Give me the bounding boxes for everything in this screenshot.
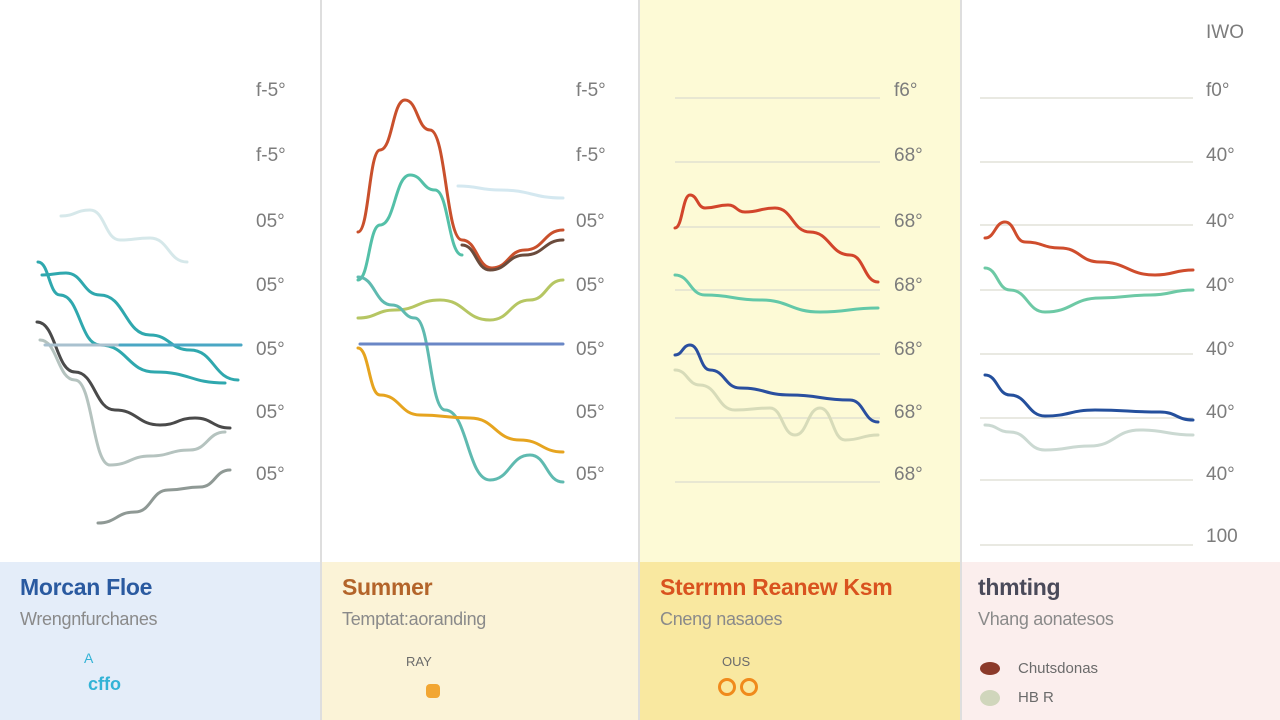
series-line [983, 373, 1195, 422]
divider-2 [638, 0, 640, 720]
chart-2-legend-label: RAY [406, 654, 432, 669]
bottom-tick-label: 100 [1206, 526, 1238, 547]
series-line [356, 346, 565, 454]
panel-2-footer: Summer Temptat:aoranding RAY [322, 562, 638, 720]
series-line [59, 208, 189, 264]
chart-4-legend-label-1: Chutsdonas [1018, 660, 1099, 677]
series-line [356, 98, 565, 270]
series-line [673, 193, 880, 284]
tick-label: 68° [894, 211, 923, 232]
tick-label: 05° [576, 339, 605, 360]
series-line [460, 238, 565, 272]
series-line [983, 266, 1195, 314]
chart-4-legend-dot-2 [980, 690, 1000, 706]
chart-2-legend-dot [426, 684, 440, 698]
chart-2: f-5° f-5° 05° 05° 05° 05° 05° [356, 80, 606, 485]
chart-4-subtitle: Vhang aonatesos [978, 609, 1114, 629]
chart-4-title: thmting [978, 574, 1061, 600]
tick-label: 68° [894, 402, 923, 423]
chart-3-title: Sterrmn Reanew Ksm [660, 574, 893, 600]
chart-panel-4: f0° 40° 40° 40° 40° 40° 40° IWO 100 thmting Vhan… [962, 0, 1280, 720]
tick-label: 40° [1206, 402, 1235, 423]
tick-label: 05° [576, 464, 605, 485]
tick-label: f-5° [256, 80, 286, 101]
chart-panel-3: f6° 68° 68° 68° 68° 68° 68° Sterrmn Reanew Ksm… [640, 0, 960, 720]
chart-3: f6° 68° 68° 68° 68° 68° 68° [673, 80, 923, 485]
chart-4-legend-label-2: HB R [1018, 689, 1054, 706]
chart-2-title: Summer [342, 574, 433, 600]
chart-panel-2: f-5° f-5° 05° 05° 05° 05° 05° Summer Temptat:a… [322, 0, 638, 720]
tick-label: f6° [894, 80, 917, 101]
series-line [983, 220, 1195, 277]
tick-label: 05° [576, 402, 605, 423]
series-line [96, 468, 232, 525]
tick-label: 68° [894, 464, 923, 485]
tick-label: f0° [1206, 80, 1229, 101]
series-line [456, 184, 565, 200]
chart-1-legend-a: A [84, 650, 94, 666]
chart-4-legend-dot-1 [980, 662, 1000, 675]
series-line [983, 423, 1195, 452]
tick-label: 40° [1206, 339, 1235, 360]
tick-label: 68° [894, 275, 923, 296]
series-line [673, 273, 880, 314]
tick-label: 05° [576, 211, 605, 232]
series-line [40, 271, 240, 382]
tick-label: 40° [1206, 211, 1235, 232]
chart-1-legend-label: cffo [88, 674, 121, 694]
series-line [673, 343, 880, 424]
chart-panel-1: f-5° f-5° 05° 05° 05° 05° 05° Morcan Floe Wren… [0, 0, 320, 720]
chart-1-title: Morcan Floe [20, 574, 153, 600]
tick-label: 05° [256, 211, 285, 232]
tick-label: 05° [576, 275, 605, 296]
tick-label: 05° [256, 339, 285, 360]
chart-3-legend-label: OUS [722, 654, 751, 669]
chart-3-subtitle: Cneng nasaoes [660, 609, 783, 629]
tick-label: 40° [1206, 464, 1235, 485]
tick-label: 05° [256, 464, 285, 485]
tick-label: f-5° [576, 145, 606, 166]
series-line [356, 278, 565, 322]
chart-2-subtitle: Temptat:aoranding [342, 609, 486, 629]
chart-4: f0° 40° 40° 40° 40° 40° 40° IWO 100 [980, 22, 1244, 547]
tick-label: 40° [1206, 145, 1235, 166]
panel-4-footer: thmting Vhang aonatesos Chutsdonas HB R [962, 562, 1280, 720]
tick-label: f-5° [256, 145, 286, 166]
top-right-label: IWO [1206, 22, 1244, 43]
series-line [356, 173, 464, 282]
chart-1-subtitle: Wrengnfurchanes [20, 609, 158, 629]
tick-label: 40° [1206, 275, 1235, 296]
tick-label: 05° [256, 275, 285, 296]
chart-3-legend-ring-2 [740, 678, 758, 696]
divider-3 [960, 0, 962, 720]
series-line [673, 368, 880, 442]
panel-3-footer: Sterrmn Reanew Ksm Cneng nasaoes OUS [640, 562, 960, 720]
chart-1: f-5° f-5° 05° 05° 05° 05° 05° [35, 80, 286, 525]
chart-3-legend-ring-1 [718, 678, 736, 696]
tick-label: f-5° [576, 80, 606, 101]
panel-1-footer: Morcan Floe Wrengnfurchanes A cffo [0, 562, 320, 720]
divider-1 [320, 0, 322, 720]
series-line [35, 320, 232, 430]
series-line [38, 338, 227, 467]
tick-label: 68° [894, 145, 923, 166]
series-line [356, 275, 565, 484]
tick-label: 05° [256, 402, 285, 423]
tick-label: 68° [894, 339, 923, 360]
